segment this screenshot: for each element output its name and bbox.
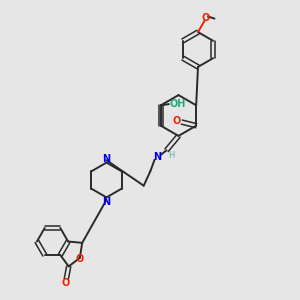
- Text: O: O: [61, 278, 70, 288]
- Text: OH: OH: [169, 99, 185, 109]
- Text: O: O: [76, 254, 84, 264]
- Text: N: N: [153, 152, 161, 162]
- Text: O: O: [172, 116, 181, 127]
- Text: N: N: [102, 154, 111, 164]
- Text: N: N: [102, 197, 111, 207]
- Text: H: H: [168, 151, 175, 160]
- Text: O: O: [201, 13, 209, 23]
